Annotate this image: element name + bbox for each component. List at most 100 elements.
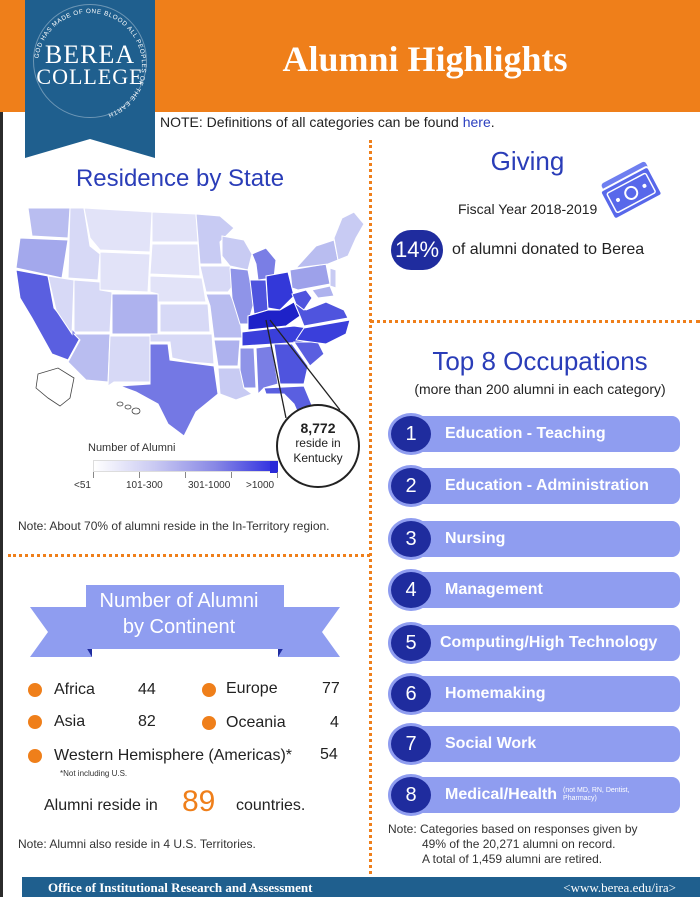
occupation-label-text: Medical/Health [445,786,558,803]
logo-word-college: COLLEGE [36,64,144,89]
left-rule [0,112,3,897]
state-hawaii [116,401,141,415]
occupation-rank: 2 [388,465,434,507]
right-divider [370,320,700,323]
state-oklahoma [149,333,215,365]
continent-title-line1: Number of Alumni [99,590,259,612]
state-washington [27,207,71,239]
continent-asia: Asia [54,713,86,730]
continent-asia-value: 82 [138,713,156,730]
kentucky-line1: reside in [295,436,341,450]
state-iowa [199,265,235,293]
continent-note: Note: Alumni also reside in 4 U.S. Terri… [18,837,256,851]
occupations-note-line3: A total of 1,459 alumni are retired. [422,852,603,866]
state-minnesota [195,213,235,265]
occupation-label: Homemaking [445,685,546,702]
footer: Office of Institutional Research and Ass… [22,877,700,897]
continent-europe-value: 77 [322,680,340,697]
fiscal-year: Fiscal Year 2018-2019 [458,201,598,217]
occupation-row: 2 Education - Administration [388,465,680,507]
state-indiana [249,279,269,315]
occupation-row: 7 Social Work [388,723,680,765]
vertical-divider [369,140,372,885]
continent-americas: Western Hemisphere (Americas)* [54,747,292,764]
continent-ribbon [30,585,340,657]
logo-motto: GOD HAS MADE OF ONE BLOOD ALL PEOPLES OF… [33,8,146,119]
state-new-jersey [329,267,337,289]
continent-title: Number of Alumni by Continent [86,588,272,648]
occupation-label: Education - Administration [445,477,649,494]
us-map [15,207,365,437]
bullet-icon [202,716,216,730]
state-wisconsin [221,235,253,271]
occupation-row: 5 Computing/High Technology [388,622,680,664]
occupation-row: 4 Management [388,569,680,611]
map-legend-scale [93,460,278,473]
occupation-rank: 5 [388,622,434,664]
giving-title: Giving [490,146,565,176]
occupation-label: Social Work [445,735,537,752]
bullet-icon [28,683,42,697]
kentucky-count: 8,772 [300,420,336,436]
countries-count: 89 [182,785,216,818]
footer-office: Office of Institutional Research and Ass… [48,880,313,895]
logo-seal-ring [33,4,147,118]
occupation-label: Nursing [445,530,506,547]
state-texas [119,343,219,437]
occupations-title: Top 8 Occupations [432,346,648,376]
continent-africa-value: 44 [138,681,156,698]
occupation-rank: 8 [388,774,434,816]
state-maryland [311,285,335,299]
continent-title-line2: by Continent [122,616,236,638]
occupation-rank: 7 [388,723,434,765]
state-mississippi [239,347,257,389]
residence-note: Note: About 70% of alumni reside in the … [18,519,330,533]
logo-word-berea: BEREA [44,40,136,69]
state-nebraska [149,275,207,303]
occupations-note-line1: Note: Categories based on responses give… [388,822,638,836]
continent-oceania-value: 4 [330,714,339,731]
occupations-note: Note: Categories based on responses give… [388,822,688,867]
definitions-note-text: NOTE: Definitions of all categories can … [160,114,463,130]
definitions-link[interactable]: here [462,114,491,130]
state-wyoming [99,251,151,293]
kentucky-callout: 8,772 reside in Kentucky [276,404,360,488]
continent-africa: Africa [54,681,95,698]
occupation-row: 6 Homemaking [388,673,680,715]
state-montana [83,207,153,253]
bullet-icon [28,749,42,763]
state-colorado [111,293,159,335]
countries-prefix: Alumni reside in [44,797,158,814]
left-divider [8,554,370,557]
state-alaska [35,367,75,407]
donation-percent: 14% [391,230,443,270]
map-legend-ticks [93,472,278,478]
definitions-note: NOTE: Definitions of all categories can … [160,114,495,130]
occupations-subtitle: (more than 200 alumni in each category) [414,381,666,397]
state-new-york [294,239,339,269]
state-utah [73,279,113,333]
state-south-dakota [149,243,201,277]
occupation-rank: 1 [388,413,434,455]
occupation-row: 8 Medical/Health (not MD, RN, Dentist, Pha… [388,774,680,816]
state-west-virginia [291,289,313,311]
occupation-rank: 3 [388,518,434,560]
occupation-label: Computing/High Technology [440,634,658,651]
state-virginia [292,300,349,327]
page-title: Alumni Highlights [282,39,568,79]
state-alabama [255,345,279,396]
state-ohio [265,271,295,311]
bullet-icon [28,715,42,729]
state-nevada [47,275,75,336]
legend-label-4: >1000 [246,480,275,491]
bullet-icon [202,683,216,697]
occupation-rank: 4 [388,569,434,611]
footer-url[interactable]: <www.berea.edu/ira> [563,880,676,895]
state-north-carolina [295,319,351,345]
countries-suffix: countries. [236,797,306,814]
legend-label-2: 101-300 [126,480,163,491]
state-arkansas [213,339,241,367]
berea-logo: GOD HAS MADE OF ONE BLOOD ALL PEOPLES OF… [25,0,155,158]
residence-title: Residence by State [75,165,285,192]
legend-label-3: 301-1000 [188,480,231,491]
